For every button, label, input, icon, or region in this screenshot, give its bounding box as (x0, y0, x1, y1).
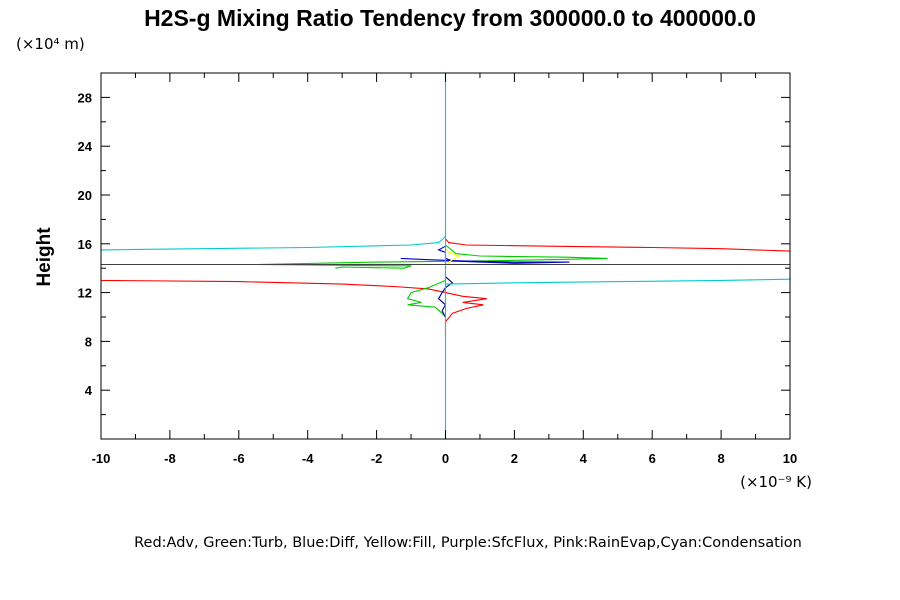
y-tick-label: 20 (78, 188, 92, 203)
y-axis-label: Height (34, 227, 55, 287)
x-tick-label: 8 (717, 451, 724, 466)
y-tick-label: 4 (85, 383, 93, 398)
x-tick-label: 0 (442, 451, 449, 466)
series-turb-line-3 (406, 279, 446, 318)
x-axis-unit: (×10⁻⁹ K) (740, 473, 812, 491)
series-condensation-line-8 (100, 236, 446, 251)
series-diff-line-6 (437, 273, 454, 318)
x-tick-label: -10 (92, 451, 111, 466)
x-tick-label: 4 (580, 451, 588, 466)
y-tick-label: 8 (85, 334, 92, 349)
chart-title: H2S-g Mixing Ratio Tendency from 300000.… (144, 5, 756, 31)
series-adv-line-0 (100, 279, 487, 336)
series-adv-line-1 (445, 238, 791, 252)
legend-text: Red:Adv, Green:Turb, Blue:Diff, Yellow:F… (134, 535, 802, 551)
y-tick-label: 28 (78, 90, 92, 105)
series-fill-line-7 (445, 248, 461, 265)
series-turb-line-4 (335, 265, 412, 269)
x-tick-label: 10 (783, 451, 797, 466)
y-tick-label: 16 (78, 237, 92, 252)
y-tick-label: 24 (78, 139, 93, 154)
x-tick-label: -8 (164, 451, 176, 466)
x-tick-label: 6 (649, 451, 656, 466)
y-tick-label: 12 (78, 286, 92, 301)
x-tick-label: -2 (371, 451, 383, 466)
series-diff-line-5 (400, 245, 570, 264)
series-condensation-line-9 (445, 278, 791, 285)
y-axis-unit: (×10⁴ m) (16, 35, 85, 53)
x-tick-label: -4 (302, 451, 314, 466)
plot-lines (100, 73, 791, 439)
x-tick-label: 2 (511, 451, 518, 466)
x-tick-label: -6 (233, 451, 245, 466)
